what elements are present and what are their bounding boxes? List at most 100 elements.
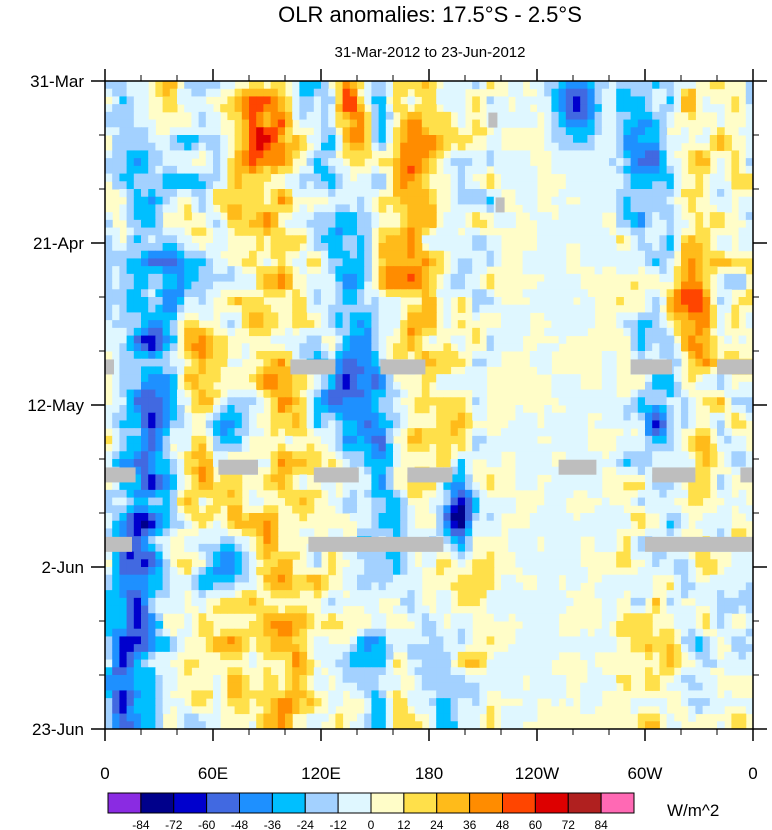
field-cell (551, 466, 560, 475)
field-cell (537, 559, 545, 568)
field-cell (609, 250, 617, 259)
field-cell (162, 597, 171, 607)
field-cell (141, 88, 149, 97)
field-cell (558, 212, 567, 221)
field-cell (285, 273, 293, 283)
field-cell (594, 96, 603, 105)
field-cell (565, 567, 574, 576)
field-cell (565, 389, 574, 398)
field-cell (357, 459, 365, 468)
field-cell (342, 297, 351, 306)
field-cell (277, 104, 286, 113)
field-cell (695, 320, 704, 329)
field-cell (220, 482, 228, 491)
field-cell (112, 351, 120, 360)
field-cell (155, 621, 164, 630)
field-cell (400, 505, 408, 514)
field-cell (637, 389, 646, 398)
field-cell (393, 412, 401, 421)
field-cell (133, 181, 142, 190)
field-cell (551, 474, 560, 483)
field-cell (205, 127, 214, 136)
field-cell (493, 343, 502, 352)
field-cell (285, 243, 293, 252)
field-cell (335, 366, 344, 375)
field-cell (479, 366, 488, 375)
field-cell (141, 304, 149, 313)
field-cell (169, 497, 178, 506)
field-cell (731, 389, 740, 398)
field-cell (731, 273, 740, 283)
field-cell (328, 482, 336, 491)
field-cell (155, 281, 164, 290)
field-cell (112, 104, 120, 113)
field-cell (465, 374, 473, 383)
field-cell (558, 381, 567, 391)
field-cell (349, 189, 358, 198)
field-cell (169, 227, 178, 236)
field-cell (450, 196, 459, 205)
field-cell (277, 358, 286, 367)
field-cell (745, 381, 753, 391)
field-cell (205, 104, 214, 113)
field-cell (594, 451, 603, 460)
field-cell (457, 613, 466, 622)
field-cell (141, 96, 149, 105)
field-cell (335, 343, 344, 352)
field-cell (630, 459, 639, 468)
field-cell (285, 489, 293, 499)
field-cell (450, 212, 459, 221)
field-cell (213, 235, 221, 244)
field-cell (702, 590, 711, 599)
field-cell (119, 489, 128, 499)
field-cell (105, 81, 113, 90)
field-cell (162, 520, 171, 529)
field-cell (436, 497, 444, 506)
field-cell (587, 135, 596, 144)
field-cell (133, 459, 142, 468)
field-cell (133, 351, 142, 360)
field-cell (256, 351, 264, 360)
field-cell (249, 651, 257, 661)
field-cell (126, 289, 135, 298)
field-cell (558, 119, 567, 128)
field-cell (313, 459, 322, 468)
field-cell (522, 165, 531, 175)
field-cell (241, 412, 250, 421)
field-cell (637, 590, 646, 599)
field-cell (465, 513, 473, 522)
field-cell (688, 374, 696, 383)
field-cell (364, 173, 372, 182)
field-cell (738, 243, 747, 252)
field-cell (234, 181, 243, 190)
field-cell (407, 505, 416, 514)
field-cell (364, 96, 372, 105)
field-cell (645, 165, 653, 175)
field-cell (616, 219, 624, 229)
field-cell (465, 189, 473, 198)
field-cell (162, 582, 171, 591)
field-cell (328, 243, 336, 252)
field-cell (623, 405, 632, 414)
field-cell (357, 520, 365, 529)
field-cell (105, 327, 113, 337)
field-cell (688, 582, 696, 591)
field-cell (436, 451, 444, 460)
field-cell (738, 497, 747, 506)
field-cell (321, 327, 329, 337)
field-cell (407, 528, 416, 537)
field-cell (378, 443, 387, 452)
field-cell (220, 196, 228, 205)
field-cell (573, 173, 581, 182)
field-cell (501, 181, 509, 190)
field-cell (105, 335, 113, 344)
field-cell (630, 135, 639, 144)
field-cell (414, 651, 423, 661)
field-cell (688, 289, 696, 298)
field-cell (184, 165, 192, 175)
field-cell (177, 397, 185, 406)
field-cell (594, 235, 603, 244)
field-cell (400, 513, 408, 522)
field-cell (609, 613, 617, 622)
field-cell (313, 189, 322, 198)
